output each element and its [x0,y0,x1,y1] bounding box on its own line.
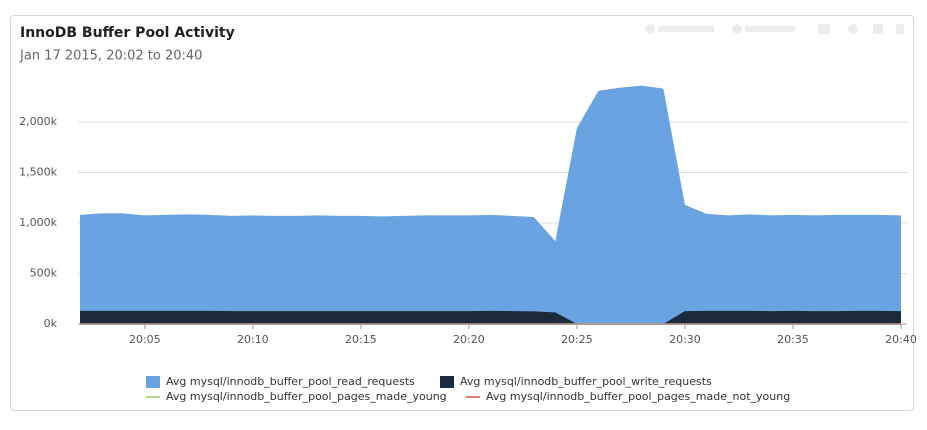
toolbar [645,24,904,34]
area-series [80,310,901,324]
y-tick-label: 500k [30,267,58,280]
y-tick-label: 1,500k [19,166,57,179]
legend-label: Avg mysql/innodb_buffer_pool_read_reques… [166,375,415,388]
legend-label: Avg mysql/innodb_buffer_pool_pages_made_… [486,390,790,403]
x-tick-label: 20:40 [885,333,917,346]
x-tick-label: 20:05 [129,333,161,346]
x-tick-label: 20:25 [561,333,593,346]
y-tick-label: 1,000k [19,216,57,229]
y-tick-label: 0k [44,317,58,330]
chart-title: InnoDB Buffer Pool Activity [20,25,235,41]
x-tick-label: 20:35 [777,333,809,346]
chart-subtitle: Jan 17 2015, 20:02 to 20:40 [19,49,202,64]
x-tick-label: 20:10 [237,333,269,346]
legend-label: Avg mysql/innodb_buffer_pool_pages_made_… [166,390,447,403]
x-tick-label: 20:30 [669,333,701,346]
y-tick-label: 2,000k [19,115,57,128]
x-tick-label: 20:20 [453,333,485,346]
chart-card [10,15,914,411]
legend-swatch [440,376,454,388]
legend-label: Avg mysql/innodb_buffer_pool_write_reque… [460,375,712,388]
area-series [80,85,901,324]
x-tick-label: 20:15 [345,333,377,346]
legend-swatch [146,376,160,388]
